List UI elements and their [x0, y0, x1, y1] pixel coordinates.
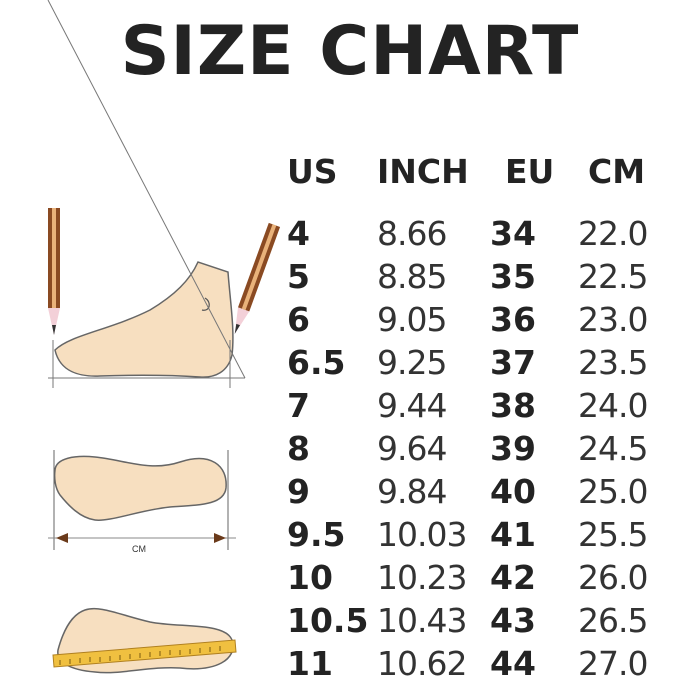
table-row: 6 9.05 36 23.0 — [0, 298, 700, 341]
cell-inch: 9.25 — [377, 343, 447, 382]
side-foot-drawing — [47, 0, 246, 388]
cell-inch: 9.64 — [377, 429, 447, 468]
header-eu: EU — [505, 152, 555, 191]
cell-cm: 26.5 — [578, 601, 648, 640]
page-title: SIZE CHART — [120, 12, 580, 91]
cell-inch: 10.23 — [377, 558, 467, 597]
cell-eu: 41 — [490, 515, 536, 554]
header-inch: INCH — [377, 152, 469, 191]
cell-eu: 36 — [490, 300, 536, 339]
cell-cm: 25.5 — [578, 515, 648, 554]
header-us: US — [287, 152, 338, 191]
table-row: 4 8.66 34 22.0 — [0, 212, 700, 255]
cell-us: 6 — [287, 300, 310, 339]
cell-inch: 9.44 — [377, 386, 447, 425]
table-row: 5 8.85 35 22.5 — [0, 255, 700, 298]
foot-measurement-illustration: CM — [47, 0, 281, 674]
cell-cm: 24.5 — [578, 429, 648, 468]
table-row: 7 9.44 38 24.0 — [0, 384, 700, 427]
cell-eu: 44 — [490, 644, 536, 683]
cell-us: 11 — [287, 644, 333, 683]
cell-eu: 37 — [490, 343, 536, 382]
pencil-icon — [48, 208, 60, 335]
pencil-icon — [234, 222, 281, 334]
cell-eu: 35 — [490, 257, 536, 296]
cell-cm: 23.5 — [578, 343, 648, 382]
header-cm: CM — [588, 152, 646, 191]
table-row: 10 10.23 42 26.0 — [0, 556, 700, 599]
cell-us: 8 — [287, 429, 310, 468]
cell-inch: 8.85 — [377, 257, 447, 296]
cell-cm: 25.0 — [578, 472, 648, 511]
cell-cm: 22.0 — [578, 214, 648, 253]
table-row: 11 10.62 44 27.0 — [0, 642, 700, 685]
table-row: 8 9.64 39 24.5 — [0, 427, 700, 470]
cell-inch: 10.43 — [377, 601, 467, 640]
foot-with-ruler-drawing — [52, 607, 237, 674]
cell-us: 4 — [287, 214, 310, 253]
cell-eu: 43 — [490, 601, 536, 640]
cell-cm: 23.0 — [578, 300, 648, 339]
cell-inch: 9.84 — [377, 472, 447, 511]
cell-inch: 10.62 — [377, 644, 467, 683]
cell-cm: 27.0 — [578, 644, 648, 683]
table-row: 10.5 10.43 43 26.5 — [0, 599, 700, 642]
cell-inch: 9.05 — [377, 300, 447, 339]
cell-us: 6.5 — [287, 343, 346, 382]
cell-us: 9 — [287, 472, 310, 511]
cell-eu: 38 — [490, 386, 536, 425]
cell-eu: 34 — [490, 214, 536, 253]
cell-cm: 26.0 — [578, 558, 648, 597]
cell-us: 7 — [287, 386, 310, 425]
cell-us: 5 — [287, 257, 310, 296]
cell-eu: 39 — [490, 429, 536, 468]
table-row: 9 9.84 40 25.0 — [0, 470, 700, 513]
cell-inch: 10.03 — [377, 515, 467, 554]
table-row: 6.5 9.25 37 23.5 — [0, 341, 700, 384]
measure-label: CM — [132, 544, 146, 554]
cell-us: 9.5 — [287, 515, 346, 554]
cell-cm: 22.5 — [578, 257, 648, 296]
cell-us: 10.5 — [287, 601, 369, 640]
cell-cm: 24.0 — [578, 386, 648, 425]
cell-eu: 42 — [490, 558, 536, 597]
table-row: 9.5 10.03 41 25.5 — [0, 513, 700, 556]
cell-eu: 40 — [490, 472, 536, 511]
cell-inch: 8.66 — [377, 214, 447, 253]
cell-us: 10 — [287, 558, 333, 597]
top-foot-drawing: CM — [48, 450, 236, 554]
